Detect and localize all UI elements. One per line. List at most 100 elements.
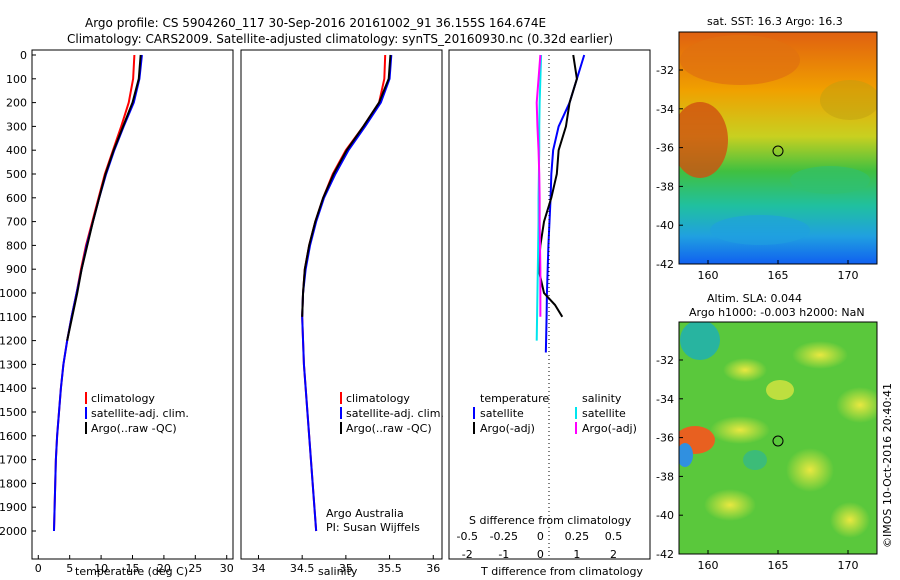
s-diff-tick-label: 0 [537,530,544,543]
depth-tick-label: 1500 [0,406,27,419]
depth-tick-label: 900 [6,263,27,276]
difference-panel-frame [448,49,651,560]
t-diff-tick-label: 2 [610,548,617,561]
t-diff-tick-label: -1 [498,548,509,561]
sla-lon-tick-label: 170 [838,559,859,572]
temperature-series-2 [52,54,143,532]
depth-tick-label: 2000 [0,525,27,538]
sst-lat-tick-label: -36 [656,142,674,155]
sla-lon-tick-label: 160 [698,559,719,572]
difference-series-2 [537,54,578,318]
salinity-legend: climatology satellite-adj. clim. Argo(..… [326,392,444,534]
sst-map-axes: 160 165 170 -32 -34 -36 -38 -40 -42 [656,64,858,282]
legend-label-argo: Argo(..raw -QC) [91,422,177,435]
sla-lat-tick-label: -34 [656,393,674,406]
difference-series-3 [535,54,543,341]
depth-tick-label: 200 [6,97,27,110]
header-title-line2: Climatology: CARS2009. Satellite-adjuste… [67,32,613,46]
salinity-series-1 [301,54,387,532]
depth-tick-label: 600 [6,192,27,205]
legend-label-sal-argo: Argo(-adj) [582,422,637,435]
sst-lat-tick-label: -32 [656,64,674,77]
difference-series-4 [535,54,542,317]
sst-map-title: sat. SST: 16.3 Argo: 16.3 [707,15,843,28]
temperature-tick-label: 10 [94,562,108,575]
sst-map-image [679,32,877,264]
salinity-tick-label: 34.5 [290,562,315,575]
depth-tick-label: 1800 [0,477,27,490]
depth-tick-label: 1000 [0,287,27,300]
salinity-tick-label: 34 [251,562,265,575]
salinity-panel-frame [240,49,443,560]
temperature-tick-label: 20 [157,562,171,575]
temperature-panel-frame [31,49,234,560]
depth-tick-label: 700 [6,216,27,229]
salinity-series-2 [301,54,393,532]
temperature-legend: climatology satellite-adj. clim. Argo(..… [85,392,189,435]
sla-argo-location-marker [772,435,784,447]
legend-label-climatology: climatology [346,392,410,405]
depth-tick-label: 100 [6,73,27,86]
salinity-x-axis: 34 34.5 35 35.5 36 [251,555,440,575]
s-diff-tick-label: 0.5 [605,530,623,543]
difference-x-axis: -2 -1 0 1 2 -0.5 -0.25 0 0.25 0.5 [457,530,623,561]
legend-label-climatology: climatology [91,392,155,405]
difference-legend: temperature satellite Argo(-adj) salinit… [473,392,637,435]
difference-profiles [535,54,586,353]
credit-line1: Argo Australia [326,507,404,520]
sst-lat-tick-label: -38 [656,180,674,193]
s-diff-tick-label: 0.25 [565,530,590,543]
depth-tick-label: 1900 [0,501,27,514]
t-diff-tick-label: 1 [573,548,580,561]
sla-lat-tick-label: -40 [656,509,674,522]
difference-xlabel: T difference from climatology [480,565,643,578]
s-diff-tick-label: -0.25 [490,530,518,543]
depth-tick-label: 1200 [0,335,27,348]
s-diff-tick-label: -0.5 [457,530,478,543]
sla-lat-tick-label: -42 [656,548,674,561]
legend-label-argo: Argo(..raw -QC) [346,422,432,435]
depth-tick-label: 1400 [0,382,27,395]
difference-top-axis-label: S difference from climatology [469,514,632,527]
sla-map-title-line1: Altim. SLA: 0.044 [707,292,802,305]
sla-map-axes: 160 165 170 -32 -34 -36 -38 -40 -42 [656,354,858,572]
depth-tick-label: 300 [6,120,27,133]
depth-tick-label: 800 [6,239,27,252]
temperature-x-axis: 0 5 10 15 20 25 30 [35,555,234,575]
legend-title-salinity: salinity [582,392,622,405]
t-diff-tick-label: 0 [537,548,544,561]
sst-lon-tick-label: 165 [768,269,789,282]
salinity-profiles [301,54,393,532]
sla-lat-tick-label: -32 [656,354,674,367]
temperature-tick-label: 5 [66,562,73,575]
salinity-tick-label: 35.5 [377,562,402,575]
salinity-tick-label: 36 [426,562,440,575]
sla-lat-tick-label: -38 [656,470,674,483]
temperature-tick-label: 15 [126,562,140,575]
sst-lat-tick-label: -42 [656,258,674,271]
depth-tick-label: 500 [6,168,27,181]
temperature-tick-label: 30 [220,562,234,575]
sst-lon-tick-label: 160 [698,269,719,282]
sst-lon-tick-label: 170 [838,269,859,282]
sst-lat-tick-label: -34 [656,103,674,116]
depth-tick-label: 1600 [0,430,27,443]
temperature-tick-label: 25 [188,562,202,575]
credit-line2: PI: Susan Wijffels [326,521,420,534]
depth-tick-label: 400 [6,144,27,157]
salinity-tick-label: 35 [339,562,353,575]
depth-tick-label: 1300 [0,358,27,371]
sla-lat-tick-label: -36 [656,432,674,445]
depth-tick-label: 1100 [0,311,27,324]
legend-label-satellite: satellite-adj. clim. [346,407,444,420]
sla-map-image [679,322,877,554]
legend-title-temperature: temperature [480,392,549,405]
salinity-series-3 [301,54,392,317]
legend-label-sal-satellite: satellite [582,407,626,420]
difference-series-1 [544,54,586,353]
temperature-tick-label: 0 [35,562,42,575]
temperature-profiles [52,54,143,532]
legend-label-satellite: satellite-adj. clim. [91,407,189,420]
legend-label-temp-satellite: satellite [480,407,524,420]
